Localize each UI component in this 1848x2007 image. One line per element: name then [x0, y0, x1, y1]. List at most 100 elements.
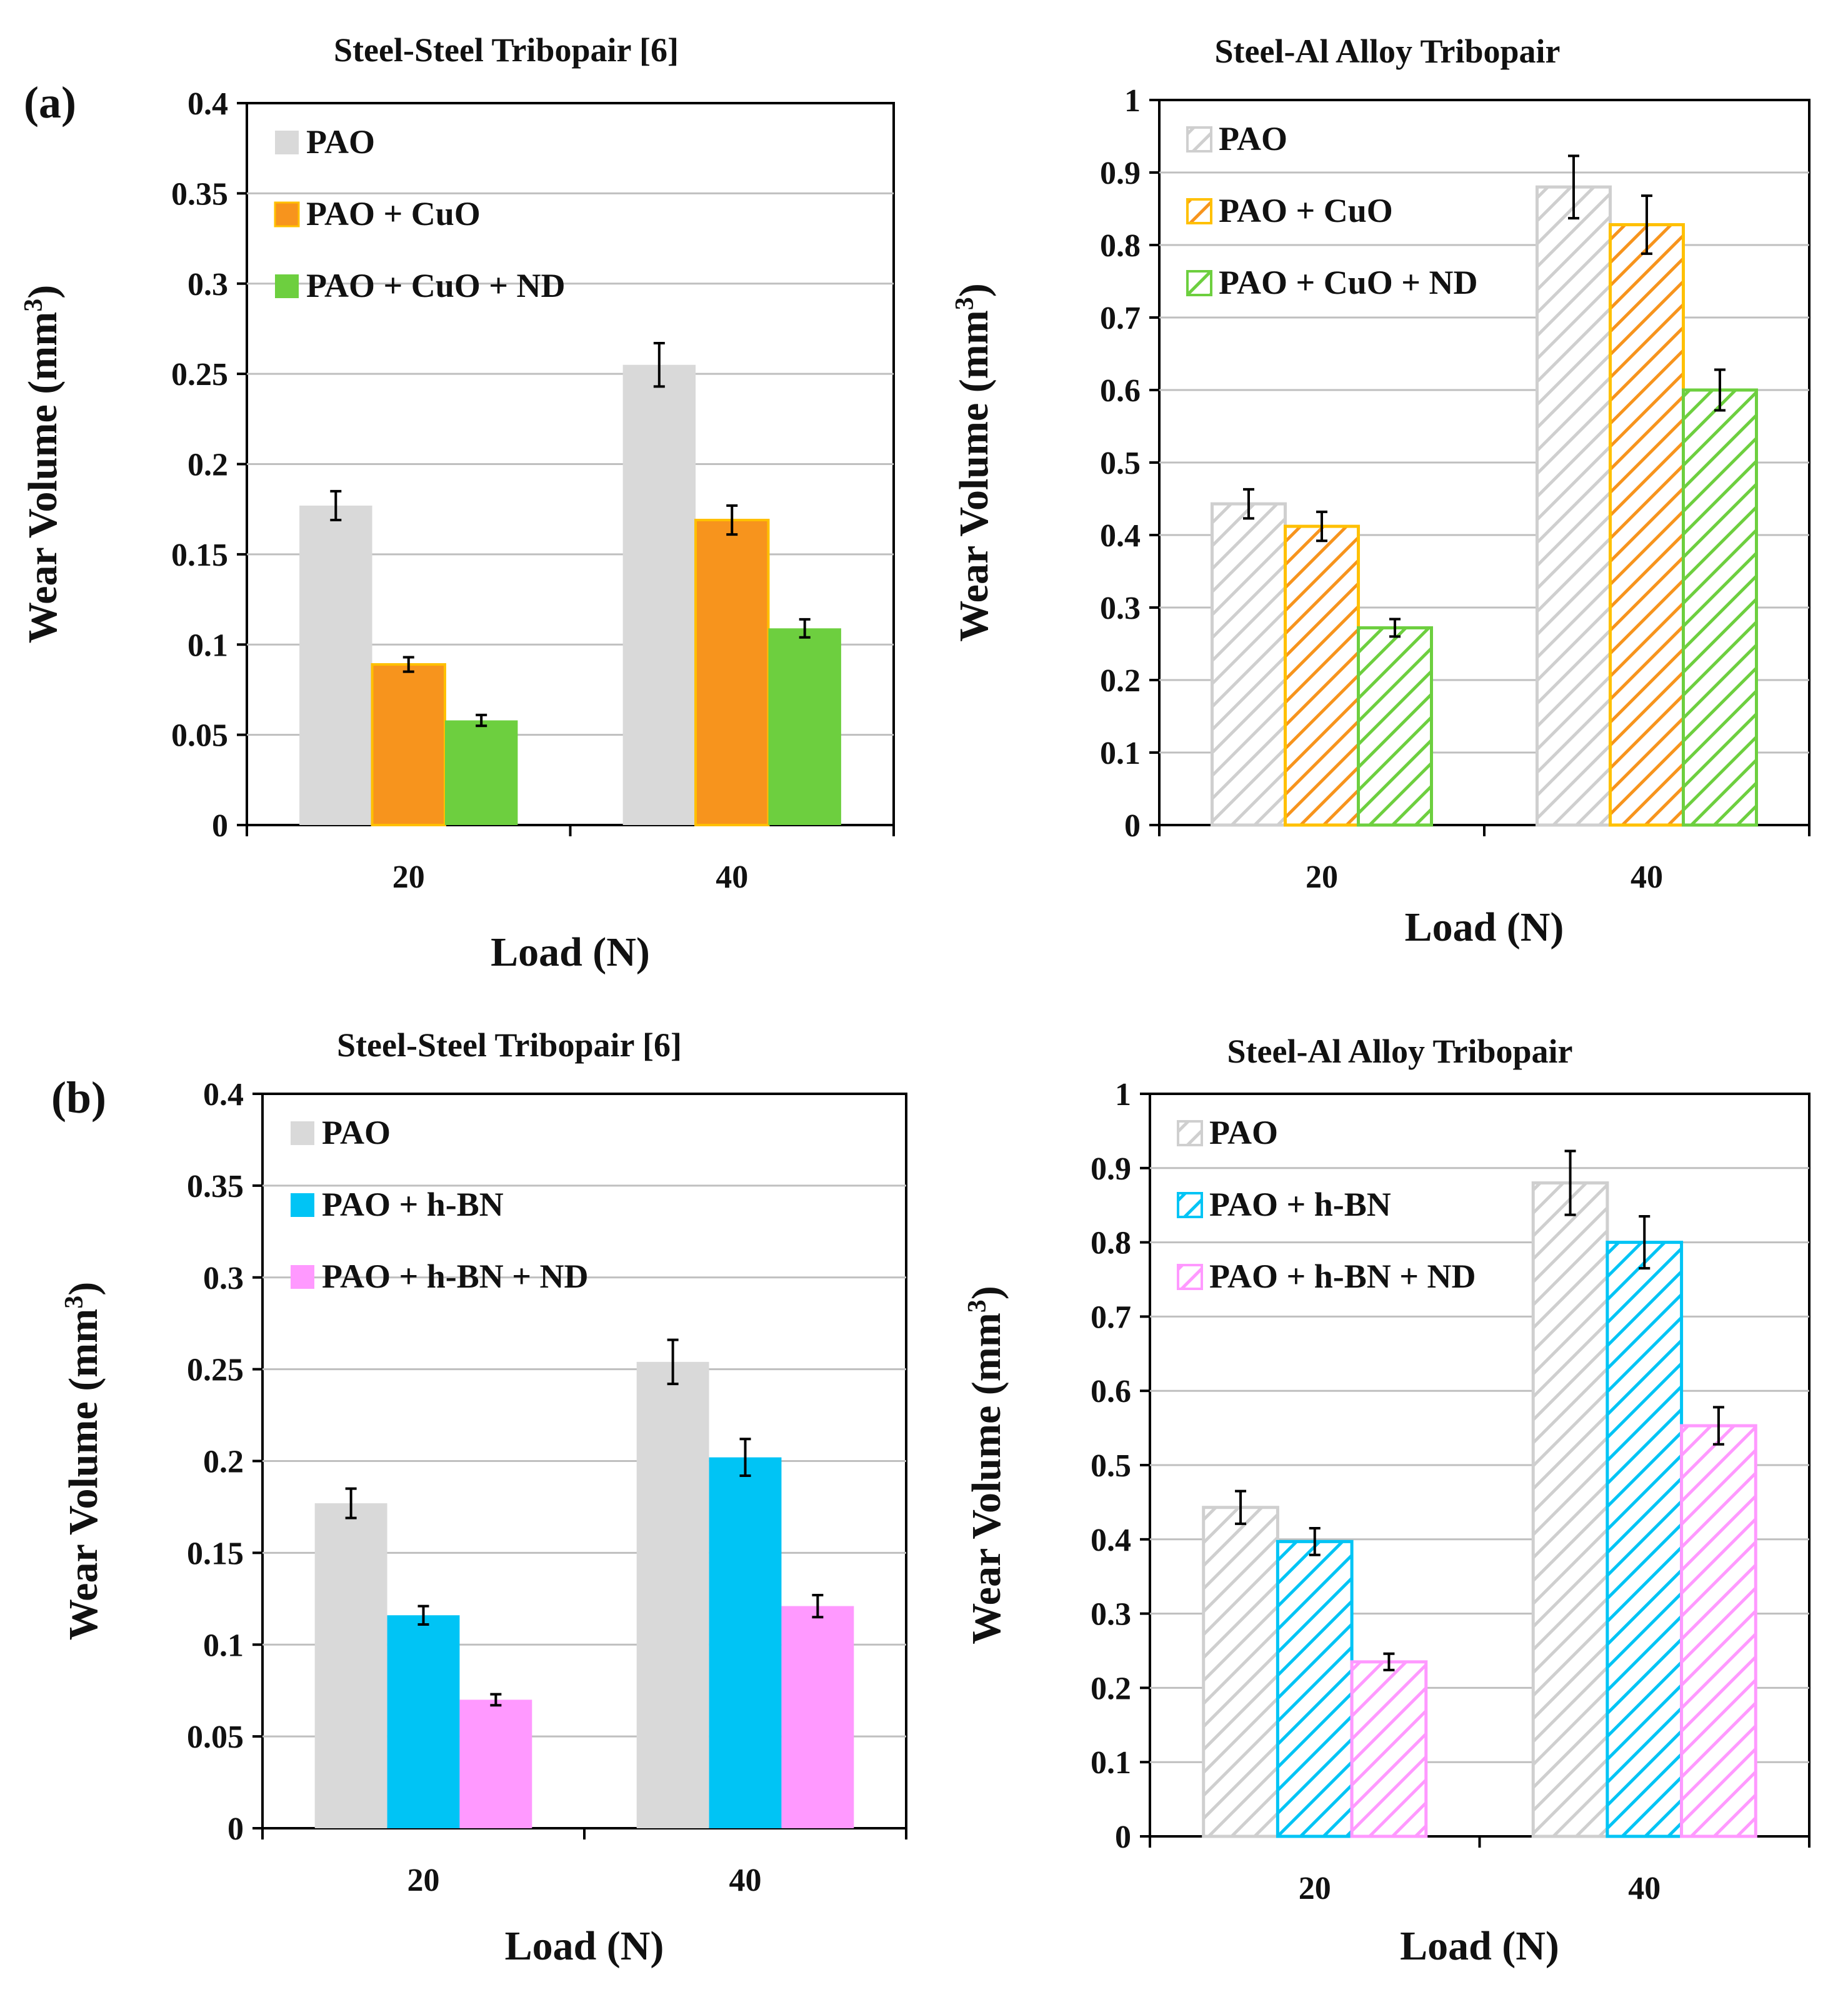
chart-title: Steel-Al Alloy Tribopair [1227, 1033, 1573, 1070]
bar-pao-20 [314, 1503, 387, 1828]
y-tick-label: 0.1 [1100, 736, 1141, 771]
x-axis-title: Load (N) [491, 929, 650, 975]
x-tick-label: 20 [1306, 859, 1338, 895]
legend-label: PAO [322, 1114, 391, 1151]
y-tick-label: 1 [1115, 1077, 1131, 1113]
bar-pao-cuo-nd-40 [768, 628, 841, 825]
y-tick-label: 0 [1115, 1819, 1131, 1855]
y-tick-label: 0 [212, 808, 228, 844]
y-tick-label: 0.7 [1091, 1299, 1131, 1335]
bar-pao-h-bn-20 [1276, 1539, 1354, 1838]
y-tick-label: 0 [1124, 808, 1141, 844]
bar-pao-h-bn-40 [1606, 1241, 1684, 1838]
x-tick-label: 40 [1628, 1871, 1661, 1906]
y-tick-label: 0.5 [1091, 1448, 1131, 1484]
chart-2: 0 0.1 0.2 0.3 0.4 0.5 0.6 0.7 0.8 0.9 1 20 40 PAO PAO … [951, 33, 1811, 950]
charts-layer: 0 0.05 0.1 0.15 0.2 0.25 0.3 0.35 0.4 20 40 PAO PAO … [19, 31, 1811, 1969]
legend-label: PAO + CuO [1219, 192, 1393, 229]
y-tick-label: 0.3 [187, 267, 228, 303]
y-tick-label: 0.4 [1091, 1523, 1131, 1558]
chart-title: Steel-Steel Tribopair [6] [337, 1026, 682, 1064]
chart-title: Steel-Steel Tribopair [6] [334, 31, 679, 69]
bar-pao-h-bn-nd-20 [1350, 1660, 1428, 1838]
y-tick-label: 0.5 [1100, 446, 1141, 481]
x-tick-label: 40 [716, 859, 748, 895]
chart-3: 0 0.05 0.1 0.15 0.2 0.25 0.3 0.35 0.4 20 40 PAO PAO … [60, 1026, 907, 1969]
y-tick-label: 0.25 [187, 1353, 244, 1388]
legend-label: PAO + CuO + ND [306, 267, 566, 304]
y-tick-label: 1 [1124, 83, 1141, 119]
y-tick-label: 0.1 [1091, 1745, 1131, 1781]
bar-pao-40 [1531, 1181, 1609, 1838]
legend-swatch [275, 274, 299, 298]
x-axis-title: Load (N) [1400, 1923, 1559, 1969]
legend-label: PAO + h-BN [322, 1186, 504, 1223]
x-tick-label: 20 [407, 1863, 440, 1898]
y-tick-label: 0.3 [203, 1261, 244, 1296]
y-tick-label: 0.9 [1100, 156, 1141, 191]
panel-label-b: (b) [51, 1073, 106, 1123]
x-axis-title: Load (N) [1405, 904, 1564, 950]
legend-swatch [274, 201, 300, 228]
y-tick-label: 0 [227, 1811, 244, 1847]
y-tick-label: 0.15 [171, 538, 228, 573]
legend-label: PAO + CuO + ND [1219, 264, 1478, 301]
bar-pao-cuo-40 [694, 519, 770, 826]
y-tick-label: 0.4 [1100, 518, 1141, 554]
legend-swatch [1186, 270, 1212, 296]
legend-label: PAO + CuO [306, 195, 481, 233]
chart-4: 0 0.1 0.2 0.3 0.4 0.5 0.6 0.7 0.8 0.9 1 20 40 PAO PAO … [963, 1033, 1811, 1969]
legend-swatch [1186, 198, 1212, 224]
bar-pao-20 [299, 505, 372, 825]
y-axis-title: Wear Volume (mm3) [19, 285, 66, 643]
y-tick-label: 0.2 [1100, 663, 1141, 699]
bar-pao-h-bn-nd-20 [459, 1699, 532, 1828]
legend-swatch [1177, 1264, 1203, 1290]
y-tick-label: 0.3 [1100, 591, 1141, 626]
bar-pao-20 [1202, 1506, 1279, 1838]
y-tick-label: 0.2 [203, 1444, 244, 1480]
y-tick-label: 0.8 [1091, 1226, 1131, 1261]
y-tick-label: 0.8 [1100, 228, 1141, 264]
y-axis-title: Wear Volume (mm3) [951, 283, 997, 641]
legend-swatch [1177, 1120, 1203, 1146]
y-tick-label: 0.1 [187, 628, 228, 663]
x-tick-label: 20 [392, 859, 425, 895]
bar-pao-cuo-nd-40 [1682, 388, 1758, 827]
legend-swatch [291, 1193, 314, 1217]
y-tick-label: 0.25 [171, 357, 228, 393]
legend-label: PAO [1219, 120, 1287, 158]
legend-label: PAO [306, 123, 375, 161]
x-tick-label: 20 [1299, 1871, 1331, 1906]
bar-pao-h-bn-nd-40 [781, 1606, 854, 1828]
y-tick-label: 0.05 [171, 718, 228, 754]
y-axis-title: Wear Volume (mm3) [963, 1286, 1009, 1644]
x-axis-title: Load (N) [505, 1923, 664, 1969]
y-tick-label: 0.2 [187, 448, 228, 483]
y-tick-label: 0.4 [203, 1077, 244, 1113]
legend-label: PAO + h-BN + ND [322, 1258, 589, 1295]
y-tick-label: 0.15 [187, 1536, 244, 1571]
y-tick-label: 0.1 [203, 1628, 244, 1663]
y-tick-label: 0.7 [1100, 301, 1141, 336]
bar-pao-20 [1211, 502, 1287, 827]
y-axis-title: Wear Volume (mm3) [60, 1282, 106, 1640]
bar-pao-cuo-nd-20 [444, 720, 518, 825]
y-tick-label: 0.6 [1100, 373, 1141, 409]
legend-swatch [291, 1265, 314, 1289]
x-tick-label: 40 [1631, 859, 1663, 895]
legend-label: PAO + h-BN + ND [1209, 1258, 1476, 1295]
bar-pao-h-bn-40 [709, 1457, 782, 1828]
y-tick-label: 0.4 [187, 86, 228, 122]
y-tick-label: 0.35 [187, 1169, 244, 1204]
bar-pao-40 [622, 364, 696, 825]
legend-swatch [1186, 126, 1212, 153]
y-tick-label: 0.9 [1091, 1151, 1131, 1187]
legend-swatch [275, 131, 299, 154]
y-tick-label: 0.2 [1091, 1671, 1131, 1706]
legend-label: PAO [1209, 1114, 1278, 1151]
bar-pao-cuo-20 [371, 663, 446, 826]
y-tick-label: 0.05 [187, 1719, 244, 1755]
legend-label: PAO + h-BN [1209, 1186, 1391, 1223]
